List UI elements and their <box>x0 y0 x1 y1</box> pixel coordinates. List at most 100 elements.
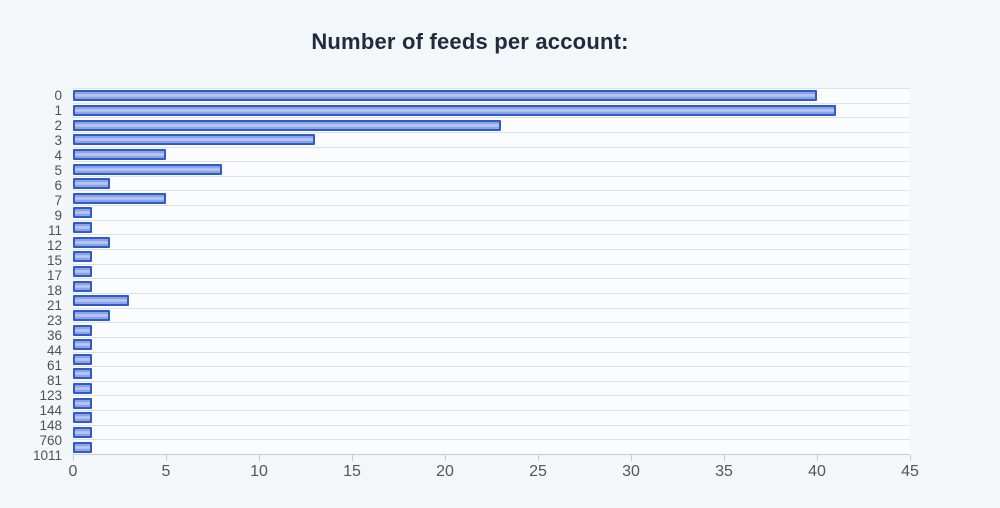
x-tick-mark <box>351 455 353 461</box>
bar <box>73 90 817 102</box>
category-label: 4 <box>54 148 62 163</box>
bar <box>73 427 92 439</box>
bar-row <box>73 439 910 454</box>
x-tick-mark <box>724 455 725 461</box>
x-tick-label: 40 <box>808 463 826 480</box>
bar <box>73 412 92 424</box>
x-axis: 0 5 10 15 20 25 30 35 40 45 <box>69 455 919 489</box>
x-tick-label: 30 <box>622 463 640 480</box>
bar-row <box>73 175 910 191</box>
category-label: 3 <box>54 133 62 148</box>
bar-row <box>73 424 910 440</box>
bar <box>73 148 166 160</box>
bar-row <box>73 410 910 425</box>
bar-row <box>73 292 910 308</box>
bar <box>73 280 92 292</box>
bar <box>73 207 92 219</box>
chart-title: Number of feeds per account: <box>311 29 629 54</box>
x-tick-label: 0 <box>68 463 78 480</box>
x-tick-mark <box>73 455 74 461</box>
category-label: 144 <box>39 403 62 418</box>
category-label: 760 <box>39 433 62 448</box>
bar <box>73 368 92 380</box>
bar-row <box>73 146 910 162</box>
bar-row <box>73 219 910 235</box>
bar-row <box>73 307 910 323</box>
bar <box>73 192 166 204</box>
bar <box>73 441 92 453</box>
bar-row <box>73 322 910 337</box>
x-tick-label: 5 <box>161 463 171 480</box>
bar-row <box>73 161 910 176</box>
bar-row <box>73 366 910 381</box>
category-label: 15 <box>46 253 62 268</box>
category-label: 123 <box>39 388 62 403</box>
bar-row <box>73 234 910 249</box>
category-label: 9 <box>54 208 62 223</box>
category-label: 44 <box>46 343 62 358</box>
category-label: 7 <box>54 193 62 208</box>
x-tick-mark <box>817 455 818 461</box>
bar-row <box>73 263 910 279</box>
category-label: 148 <box>39 418 62 433</box>
bar <box>73 266 92 277</box>
category-label: 12 <box>46 238 62 253</box>
bar <box>73 251 92 263</box>
x-tick-mark <box>538 455 539 461</box>
category-label: 17 <box>46 268 62 283</box>
x-tick-label: 20 <box>436 463 454 480</box>
category-label: 5 <box>54 163 62 178</box>
bar-row <box>73 131 910 147</box>
category-label: 6 <box>54 178 62 193</box>
bar <box>73 222 92 234</box>
bar <box>73 163 222 175</box>
bar-row <box>73 336 910 352</box>
category-label: 21 <box>46 298 62 313</box>
category-label: 36 <box>46 328 62 343</box>
bar <box>73 353 92 365</box>
bar <box>73 324 92 336</box>
bar-row <box>73 380 910 396</box>
category-label: 61 <box>46 358 62 373</box>
bar-row <box>73 117 910 132</box>
category-label: 1 <box>54 103 62 118</box>
bar-row <box>73 278 910 293</box>
bar <box>73 134 315 146</box>
x-tick-mark <box>259 455 260 461</box>
bar-row <box>73 88 910 103</box>
plot-area <box>73 88 910 455</box>
bar <box>73 339 92 351</box>
x-tick-mark <box>445 455 446 461</box>
bar <box>73 178 111 190</box>
x-tick-mark <box>166 455 167 461</box>
bar-row <box>73 395 910 410</box>
bar <box>73 309 111 321</box>
bar <box>73 236 111 248</box>
category-label: 0 <box>54 88 62 103</box>
bar <box>73 295 129 307</box>
bar <box>73 119 501 131</box>
category-label: 11 <box>47 223 62 238</box>
x-tick-label: 45 <box>901 463 919 480</box>
bar-row <box>73 190 910 205</box>
x-tick-label: 25 <box>529 463 547 480</box>
category-label: 23 <box>46 313 62 328</box>
x-tick-label: 15 <box>343 463 361 480</box>
category-label: 1011 <box>32 448 62 463</box>
bar-row <box>73 249 910 264</box>
bar-row <box>73 102 910 118</box>
bar-row <box>73 351 910 367</box>
bar <box>73 397 92 409</box>
category-label: 2 <box>54 118 62 133</box>
bar <box>73 104 836 116</box>
category-label: 81 <box>46 373 62 388</box>
bar-row <box>73 205 910 220</box>
bar <box>73 383 92 395</box>
x-tick-mark <box>910 455 911 461</box>
y-axis-category-labels: 0 1 2 3 4 5 6 7 9 11 12 15 17 18 21 23 36 44 61 81 123 144 148… <box>0 88 62 463</box>
x-tick-mark <box>630 455 632 461</box>
x-tick-label: 10 <box>250 463 268 480</box>
x-tick-label: 35 <box>715 463 733 480</box>
category-label: 18 <box>46 283 62 298</box>
